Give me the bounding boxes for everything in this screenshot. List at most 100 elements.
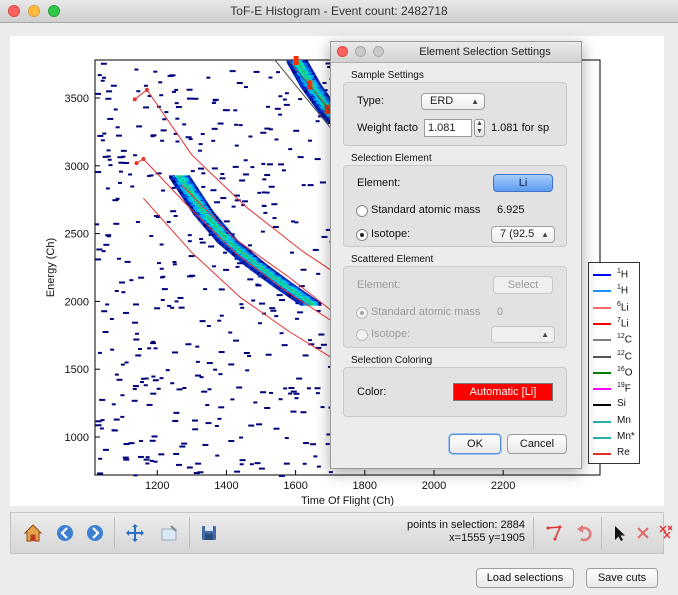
toolbar-separator — [601, 517, 602, 549]
delete-all-icon[interactable] — [654, 520, 678, 544]
toolbar-separator — [189, 517, 190, 549]
histogram-cell — [307, 184, 314, 187]
close-window-button[interactable] — [8, 5, 20, 17]
histogram-cell — [170, 210, 177, 213]
histogram-cell — [325, 443, 330, 446]
color-button[interactable]: Automatic [Li] — [453, 383, 553, 401]
isotope-select[interactable]: 7 (92.5 ▲ — [491, 226, 555, 243]
histogram-cell — [112, 199, 119, 202]
scattered-isotope-select: ▲ — [491, 326, 555, 343]
histogram-cell — [248, 424, 255, 427]
histogram-cell — [264, 407, 271, 410]
histogram-cell — [260, 230, 265, 233]
dialog-close-button[interactable] — [337, 46, 348, 57]
scattered-isotope-label: Isotope: — [371, 328, 411, 340]
load-selections-button[interactable]: Load selections — [476, 568, 574, 588]
histogram-cell — [182, 386, 187, 389]
toolbar-separator — [114, 517, 115, 549]
histogram-cell — [173, 132, 178, 135]
histogram-cell — [314, 387, 321, 390]
ok-button[interactable]: OK — [449, 434, 501, 454]
histogram-cell — [123, 443, 130, 446]
histogram-cell — [239, 463, 244, 466]
histogram-cell — [279, 332, 284, 335]
histogram-cell — [282, 98, 287, 101]
weight-factor-stepper[interactable]: ▲ ▼ — [474, 119, 485, 137]
zoom-rect-icon[interactable] — [157, 521, 181, 545]
histogram-cell — [97, 351, 102, 354]
histogram-cell — [261, 191, 266, 194]
histogram-cell — [153, 460, 158, 463]
type-select[interactable]: ERD ▲ — [421, 93, 485, 110]
histogram-cell — [165, 369, 170, 372]
histogram-cell — [120, 415, 125, 418]
histogram-cell — [276, 294, 283, 297]
histogram-cell — [248, 135, 253, 138]
histogram-cell — [293, 56, 299, 65]
histogram-cell — [95, 420, 102, 423]
histogram-cell — [206, 325, 211, 328]
histogram-cell — [271, 203, 278, 206]
undo-icon[interactable] — [573, 521, 597, 545]
isotope-radio[interactable] — [356, 229, 368, 241]
histogram-cell — [272, 217, 277, 220]
histogram-cell — [138, 276, 145, 279]
histogram-cell — [195, 462, 202, 465]
delete-selection-icon[interactable] — [631, 521, 655, 545]
histogram-cell — [234, 470, 241, 473]
selection-element-field-label: Element: — [357, 177, 401, 189]
histogram-cell — [133, 474, 138, 477]
histogram-cell — [114, 289, 119, 292]
legend-label: 12C — [617, 333, 633, 346]
histogram-cell — [151, 375, 156, 378]
cancel-button[interactable]: Cancel — [507, 434, 567, 454]
histogram-cell — [294, 221, 299, 224]
standard-mass-radio[interactable] — [356, 205, 368, 217]
histogram-cell — [328, 471, 333, 474]
zoom-window-button[interactable] — [48, 5, 60, 17]
pointer-icon[interactable] — [607, 521, 631, 545]
histogram-cell — [243, 352, 250, 355]
histogram-cell — [149, 174, 154, 177]
select-polygon-icon[interactable] — [543, 521, 567, 545]
histogram-cell — [249, 463, 254, 466]
histogram-cell — [281, 169, 286, 172]
histogram-cell — [203, 288, 208, 291]
histogram-cell — [113, 222, 120, 225]
histogram-cell — [173, 452, 180, 455]
histogram-cell — [155, 216, 160, 219]
x-tick-label: 2200 — [491, 480, 515, 492]
home-icon[interactable] — [21, 521, 45, 545]
histogram-cell — [211, 265, 216, 268]
legend-label: Si — [617, 398, 626, 410]
back-icon[interactable] — [53, 521, 77, 545]
histogram-cell — [137, 455, 144, 458]
selection-info: points in selection: 2884 x=1555 y=1905 — [329, 519, 525, 545]
minimize-window-button[interactable] — [28, 5, 40, 17]
save-cuts-button[interactable]: Save cuts — [586, 568, 658, 588]
histogram-cell — [128, 173, 133, 176]
y-tick-label: 3000 — [65, 161, 89, 173]
histogram-cell — [261, 162, 266, 165]
histogram-cell — [307, 339, 312, 342]
histogram-cell — [101, 310, 108, 313]
histogram-cell — [145, 456, 150, 459]
pan-icon[interactable] — [123, 521, 147, 545]
forward-icon[interactable] — [83, 521, 107, 545]
histogram-cell — [113, 418, 120, 421]
histogram-cell — [257, 322, 262, 325]
histogram-cell — [239, 179, 246, 182]
dialog-title: Element Selection Settings — [419, 46, 551, 58]
selection-element-button[interactable]: Li — [493, 174, 553, 192]
weight-factor-input[interactable]: 1.081 — [424, 119, 472, 137]
save-icon[interactable] — [197, 521, 221, 545]
histogram-cell — [223, 251, 228, 254]
histogram-cell — [201, 172, 206, 175]
histogram-cell — [123, 458, 130, 461]
histogram-cell — [173, 214, 178, 217]
histogram-cell — [133, 338, 140, 341]
histogram-cell — [195, 360, 200, 363]
histogram-cell — [218, 406, 225, 409]
scattered-element-field-label: Element: — [357, 279, 401, 291]
histogram-cell — [166, 220, 171, 223]
